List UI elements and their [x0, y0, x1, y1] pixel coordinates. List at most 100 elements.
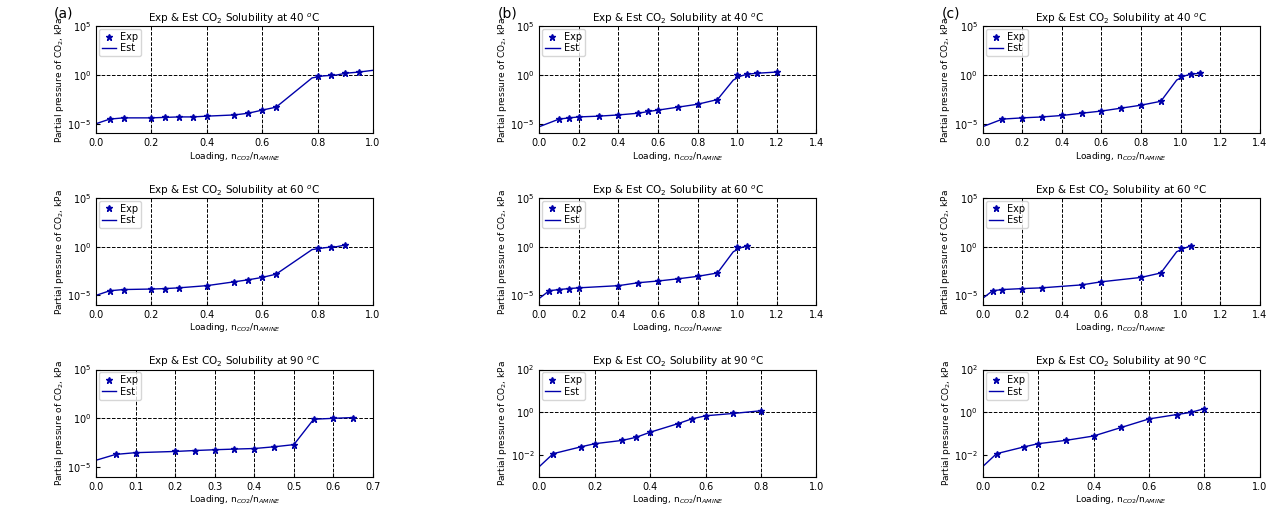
Exp	[1133, 102, 1149, 108]
Exp	[326, 415, 341, 421]
Est	[532, 295, 547, 301]
Exp	[561, 286, 577, 292]
Est	[366, 67, 381, 73]
Est	[157, 286, 173, 292]
Est	[88, 457, 104, 463]
Est	[352, 69, 367, 75]
Exp	[255, 107, 270, 113]
Y-axis label: Partial pressure of CO$_2$, kPa: Partial pressure of CO$_2$, kPa	[940, 360, 953, 486]
Legend: Exp, Est: Exp, Est	[542, 201, 585, 228]
Exp	[1183, 243, 1198, 249]
Est	[304, 246, 320, 253]
Exp	[185, 114, 201, 120]
Exp	[615, 437, 631, 443]
Exp	[572, 285, 587, 291]
Est	[1197, 406, 1212, 412]
Exp	[306, 416, 321, 422]
Title: Exp & Est CO$_2$ Solubility at 90 $^o$C: Exp & Est CO$_2$ Solubility at 90 $^o$C	[148, 355, 321, 369]
Exp	[1133, 274, 1149, 280]
Legend: Exp, Est: Exp, Est	[542, 29, 585, 57]
Exp	[1154, 270, 1169, 276]
Exp	[1086, 433, 1101, 439]
Exp	[561, 115, 577, 121]
Title: Exp & Est CO$_2$ Solubility at 60 $^o$C: Exp & Est CO$_2$ Solubility at 60 $^o$C	[1035, 183, 1207, 198]
Exp	[769, 69, 784, 75]
Y-axis label: Partial pressure of CO$_2$, kPa: Partial pressure of CO$_2$, kPa	[496, 360, 509, 486]
Est	[88, 121, 104, 127]
Exp	[670, 276, 686, 282]
Line: Est: Est	[982, 246, 1191, 298]
Legend: Exp, Est: Exp, Est	[98, 29, 141, 57]
Est	[670, 276, 686, 282]
Exp	[729, 72, 744, 79]
Exp	[1031, 441, 1046, 447]
Exp	[116, 115, 132, 121]
Est	[749, 70, 765, 77]
Est	[975, 124, 990, 130]
Est	[995, 287, 1010, 293]
Exp	[171, 114, 187, 120]
Exp	[310, 73, 325, 79]
Est	[128, 450, 143, 456]
Est	[306, 416, 321, 422]
Exp	[684, 416, 700, 422]
Exp	[200, 282, 215, 289]
Exp	[128, 450, 143, 456]
Est	[1154, 270, 1169, 276]
Line: Est: Est	[982, 409, 1205, 466]
Title: Exp & Est CO$_2$ Solubility at 40 $^o$C: Exp & Est CO$_2$ Solubility at 40 $^o$C	[592, 12, 764, 26]
Exp	[541, 288, 556, 294]
X-axis label: Loading, n$_{CO2}$/n$_{AMINE}$: Loading, n$_{CO2}$/n$_{AMINE}$	[1076, 150, 1168, 163]
Est	[1058, 437, 1073, 443]
Text: (b): (b)	[498, 7, 517, 21]
X-axis label: Loading, n$_{CO2}$/n$_{AMINE}$: Loading, n$_{CO2}$/n$_{AMINE}$	[632, 493, 724, 506]
Est	[1086, 433, 1101, 439]
Est	[769, 69, 784, 75]
Est	[561, 286, 577, 292]
Est	[572, 114, 587, 120]
Est	[734, 73, 749, 79]
Exp	[698, 412, 714, 419]
Est	[171, 114, 187, 120]
Est	[102, 116, 118, 122]
Est	[200, 282, 215, 289]
Est	[651, 278, 666, 284]
Exp	[240, 277, 256, 283]
Exp	[1114, 105, 1129, 111]
Est	[684, 416, 700, 422]
Est	[1014, 115, 1030, 121]
Line: Est: Est	[96, 245, 345, 296]
Y-axis label: Partial pressure of CO$_2$, kPa: Partial pressure of CO$_2$, kPa	[52, 360, 65, 486]
Est	[725, 77, 741, 83]
Est	[1054, 112, 1069, 118]
Est	[1183, 243, 1198, 249]
Est	[975, 295, 990, 301]
Exp	[1094, 108, 1109, 114]
X-axis label: Loading, n$_{CO2}$/n$_{AMINE}$: Loading, n$_{CO2}$/n$_{AMINE}$	[632, 150, 724, 163]
Est	[1169, 411, 1184, 418]
Est	[739, 243, 755, 249]
X-axis label: Loading, n$_{CO2}$/n$_{AMINE}$: Loading, n$_{CO2}$/n$_{AMINE}$	[1076, 493, 1168, 506]
Exp	[171, 285, 187, 291]
Est	[629, 434, 643, 440]
Est	[304, 75, 320, 81]
Est	[995, 116, 1010, 122]
Est	[710, 96, 725, 103]
Est	[725, 248, 741, 255]
Exp	[670, 421, 686, 427]
Exp	[226, 446, 242, 452]
Est	[710, 270, 725, 276]
Est	[651, 107, 666, 113]
Est	[611, 282, 627, 289]
Exp	[572, 114, 587, 120]
Line: Exp: Exp	[556, 69, 780, 122]
Est	[1114, 424, 1129, 431]
Line: Est: Est	[540, 72, 776, 127]
Exp	[1169, 411, 1184, 418]
Est	[985, 288, 1000, 294]
X-axis label: Loading, n$_{CO2}$/n$_{AMINE}$: Loading, n$_{CO2}$/n$_{AMINE}$	[1076, 321, 1168, 334]
Exp	[1074, 110, 1090, 116]
Legend: Exp, Est: Exp, Est	[986, 201, 1028, 228]
Y-axis label: Partial pressure of CO$_2$, kPa: Partial pressure of CO$_2$, kPa	[496, 189, 509, 314]
Line: Exp: Exp	[990, 243, 1193, 294]
